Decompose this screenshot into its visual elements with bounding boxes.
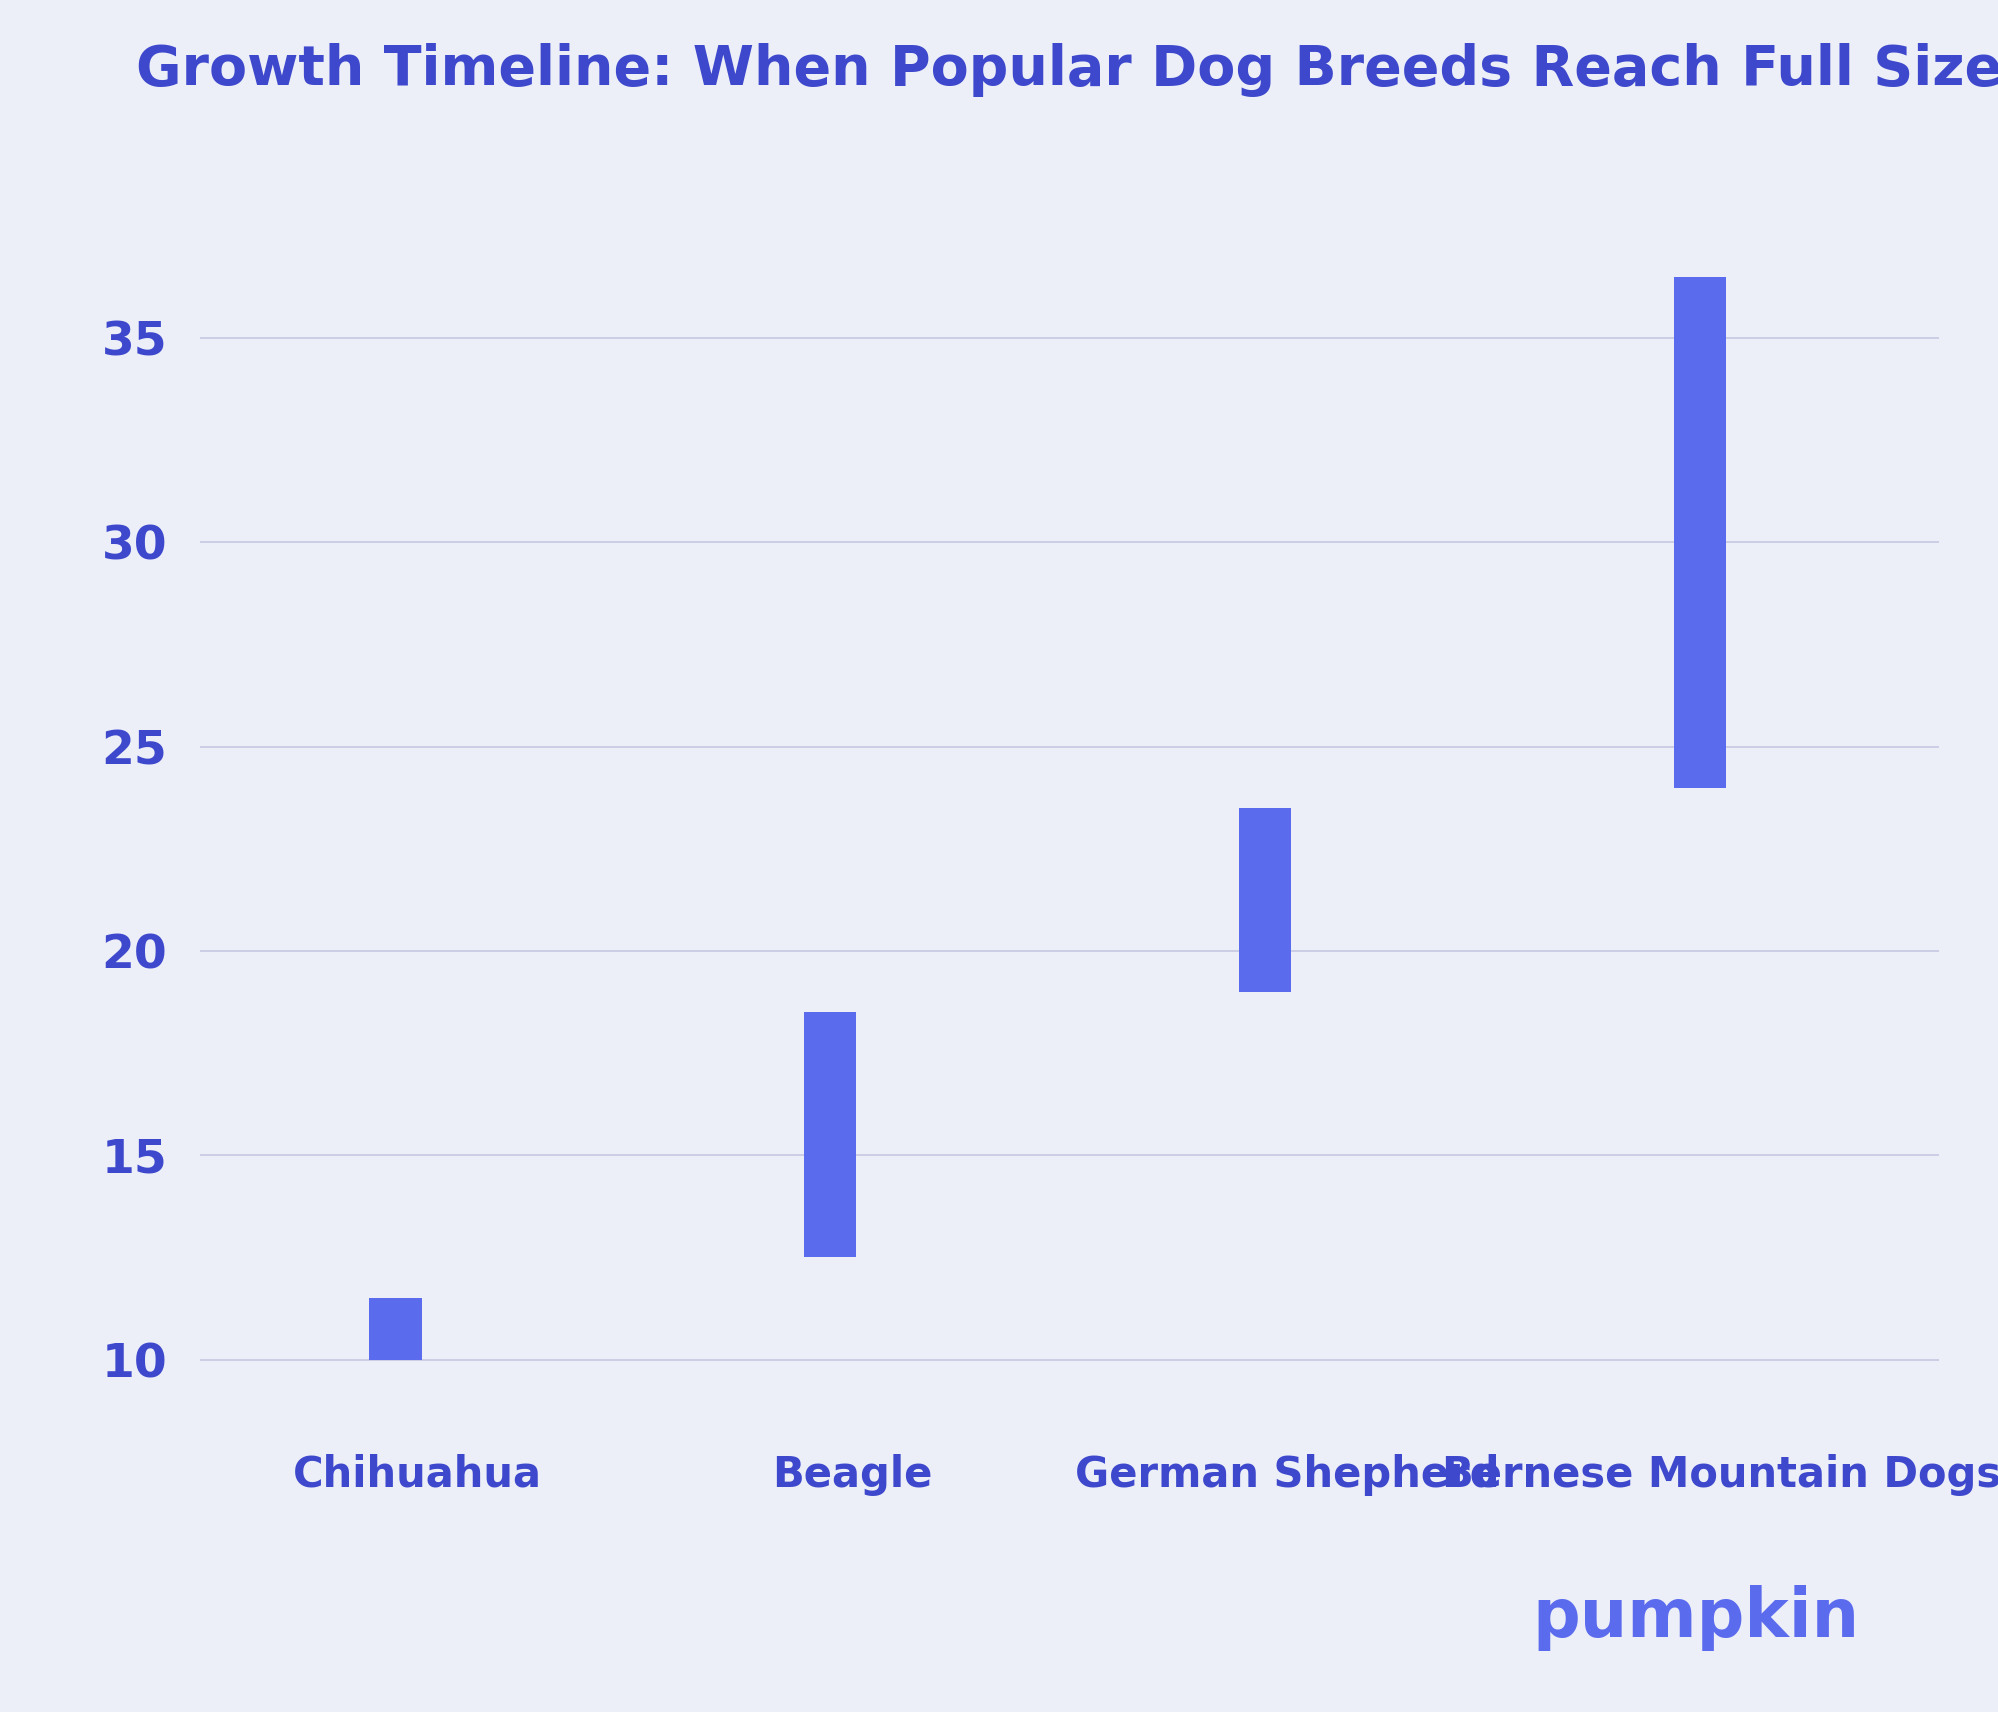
Bar bbox=[803, 1012, 855, 1258]
Title: Growth Timeline: When Popular Dog Breeds Reach Full Size: Growth Timeline: When Popular Dog Breeds… bbox=[136, 43, 1998, 96]
Bar bbox=[1672, 277, 1724, 788]
Text: pumpkin: pumpkin bbox=[1530, 1585, 1858, 1650]
Bar bbox=[1239, 808, 1291, 991]
Bar bbox=[370, 1298, 422, 1359]
